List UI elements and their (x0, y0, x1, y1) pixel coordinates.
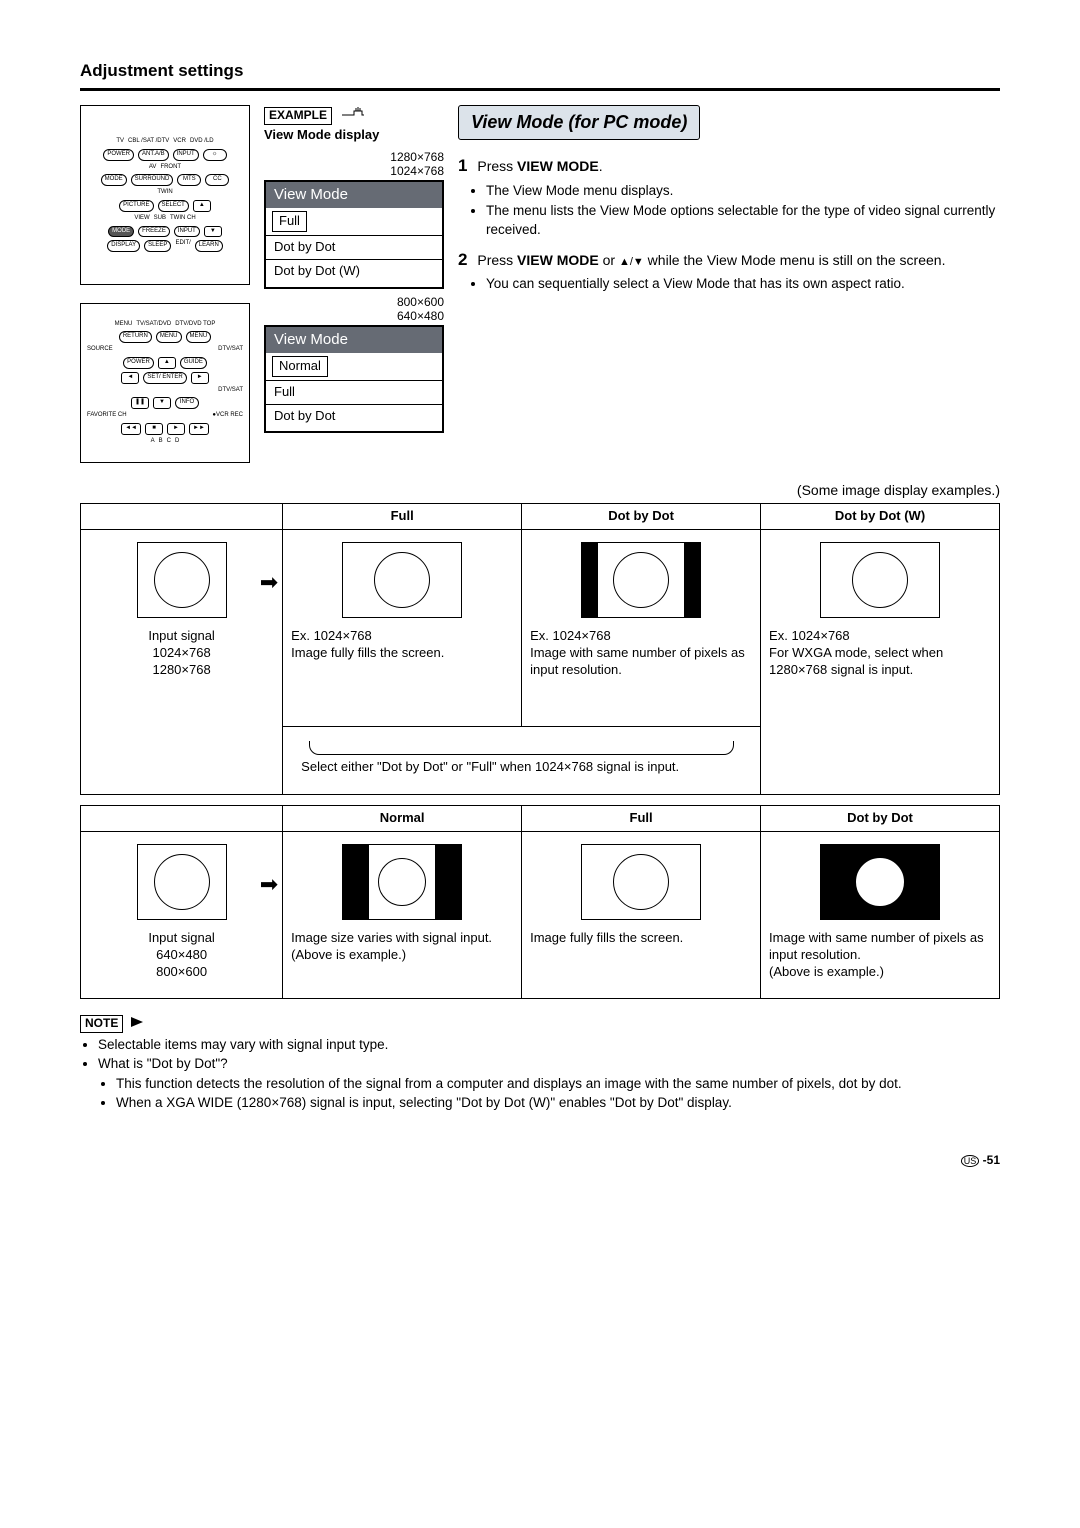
title-rule (80, 88, 1000, 91)
step-2-number: 2 (458, 250, 467, 269)
osd1-item-dotbydot: Dot by Dot (266, 235, 442, 259)
t1-h-dotbydot: Dot by Dot (522, 504, 761, 530)
examples-label: (Some image display examples.) (80, 481, 1000, 499)
osd-menu-1: View Mode Full Dot by Dot Dot by Dot (W) (264, 180, 444, 288)
osd1-title: View Mode (266, 182, 442, 208)
curly-brace-icon (309, 741, 734, 755)
t2-h-dotbydot: Dot by Dot (761, 806, 1000, 832)
notes: Selectable items may vary with signal in… (80, 1035, 1000, 1113)
hand-icon (340, 105, 366, 124)
instructions-column: View Mode (for PC mode) 1 Press VIEW MOD… (458, 105, 1000, 302)
osd-column: EXAMPLE View Mode display 1280×7681024×7… (264, 105, 444, 433)
step1-bullet-1: The View Mode menu displays. (486, 181, 1000, 201)
t1-merge-text: Select either "Dot by Dot" or "Full" whe… (301, 759, 742, 776)
res-block-1: 1280×7681024×768 (264, 150, 444, 179)
step-1: 1 Press VIEW MODE. The View Mode menu di… (458, 154, 1000, 239)
t2-c1-text: Input signal 640×480 800×600 (89, 930, 274, 981)
t1-dotbydot-diagram (581, 542, 701, 618)
osd2-item-normal: Normal (272, 356, 328, 377)
arrow-right-icon-2: ➡ (260, 871, 278, 900)
arrow-right-icon: ➡ (260, 569, 278, 598)
t2-c3-text: Image fully fills the screen. (530, 930, 683, 947)
view-mode-display-label: View Mode display (264, 127, 444, 144)
t2-h-full: Full (522, 806, 761, 832)
remote-diagram-2: MENUTV/SAT/DVDDTV/DVD TOP RETURNMENUMENU… (80, 303, 250, 463)
example-table-2: Normal Full Dot by Dot ➡ Input signal 64… (80, 805, 1000, 999)
t2-dotbydot-diagram (820, 844, 940, 920)
step2-bullet-1: You can sequentially select a View Mode … (486, 274, 1000, 294)
osd2-title: View Mode (266, 327, 442, 353)
section-title: Adjustment settings (80, 60, 1000, 82)
osd2-item-full: Full (266, 380, 442, 404)
t2-full-diagram (581, 844, 701, 920)
res-block-2: 800×600640×480 (264, 295, 444, 324)
osd1-item-full: Full (272, 211, 307, 232)
note-2a: This function detects the resolution of … (116, 1074, 1000, 1094)
note-1: Selectable items may vary with signal in… (98, 1035, 1000, 1055)
t1-h-dotbydot-w: Dot by Dot (W) (761, 504, 1000, 530)
note-2b: When a XGA WIDE (1280×768) signal is inp… (116, 1093, 1000, 1113)
t1-c4-text: Ex. 1024×768 For WXGA mode, select when … (769, 628, 991, 679)
example-label: EXAMPLE (264, 107, 332, 125)
t2-c4-text: Image with same number of pixels as inpu… (769, 930, 991, 981)
t1-dotbydot-w-diagram (820, 542, 940, 618)
remote-column: TVCBL /SAT /DTVVCRDVD /LD POWERANT.A/BIN… (80, 105, 250, 463)
t2-c2-text: Image size varies with signal input. (Ab… (291, 930, 492, 964)
t2-h-normal: Normal (283, 806, 522, 832)
osd2-item-dotbydot: Dot by Dot (266, 404, 442, 428)
remote-diagram-1: TVCBL /SAT /DTVVCRDVD /LD POWERANT.A/BIN… (80, 105, 250, 285)
note-arrow-icon (131, 1013, 147, 1031)
step-2: 2 Press VIEW MODE or ▲/▼ while the View … (458, 248, 1000, 294)
note-2: What is "Dot by Dot"? This function dete… (98, 1054, 1000, 1113)
t1-full-diagram (342, 542, 462, 618)
steps: 1 Press VIEW MODE. The View Mode menu di… (458, 154, 1000, 294)
t2-input-diagram (137, 844, 227, 920)
osd1-item-dotbydot-w: Dot by Dot (W) (266, 259, 442, 283)
up-down-icon: ▲/▼ (619, 256, 644, 268)
t1-input-diagram (137, 542, 227, 618)
t1-h-full: Full (283, 504, 522, 530)
t1-c2-text: Ex. 1024×768 Image fully fills the scree… (291, 628, 444, 662)
page-number: US -51 (80, 1153, 1000, 1169)
t1-c1-text: Input signal 1024×768 1280×768 (89, 628, 274, 679)
top-row: TVCBL /SAT /DTVVCRDVD /LD POWERANT.A/BIN… (80, 105, 1000, 463)
example-table-1: Full Dot by Dot Dot by Dot (W) ➡ Input s… (80, 503, 1000, 795)
note-label: NOTE (80, 1015, 123, 1033)
t1-c3-text: Ex. 1024×768 Image with same number of p… (530, 628, 752, 679)
step-1-number: 1 (458, 156, 467, 175)
step1-bullet-2: The menu lists the View Mode options sel… (486, 201, 1000, 240)
osd-menu-2: View Mode Normal Full Dot by Dot (264, 325, 444, 433)
view-mode-heading: View Mode (for PC mode) (458, 105, 700, 140)
t2-normal-diagram (342, 844, 462, 920)
